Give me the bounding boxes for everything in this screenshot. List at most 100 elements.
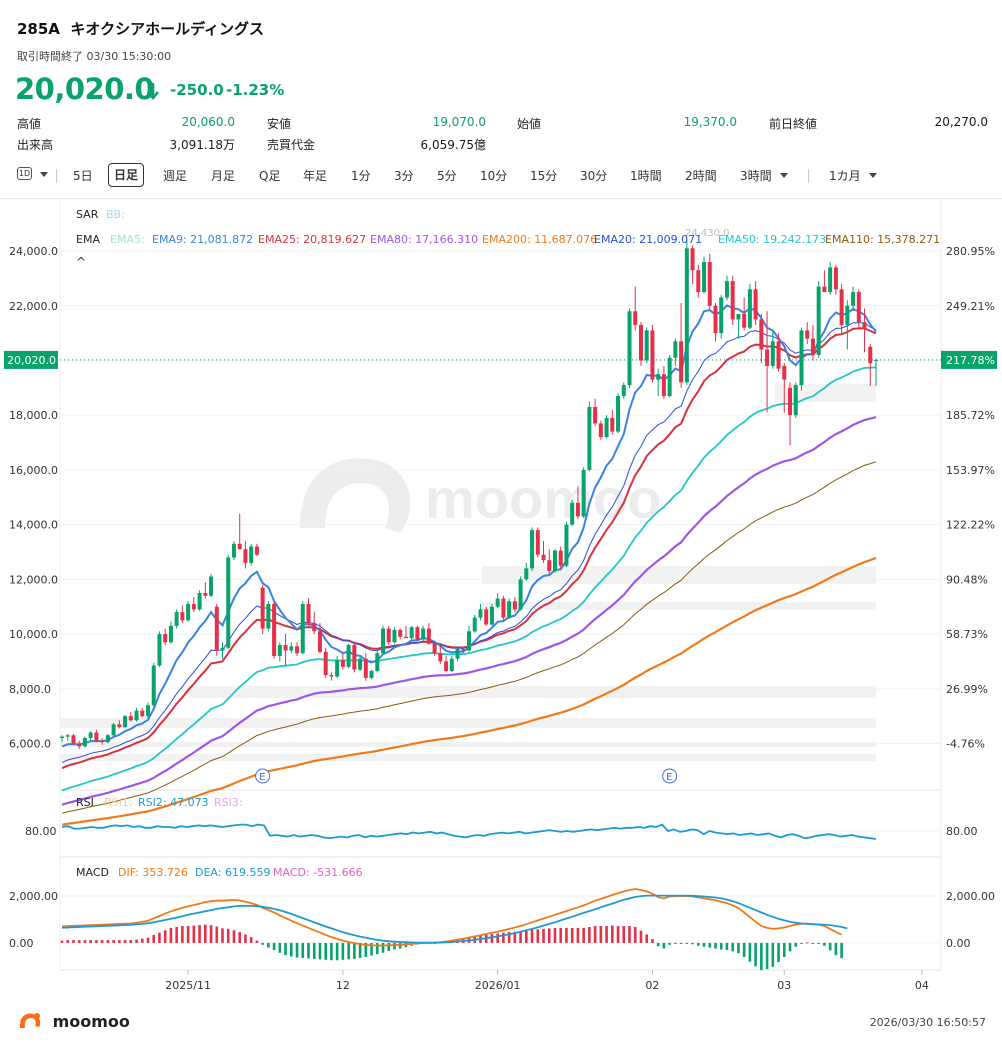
candle-body [581,469,586,517]
candle-body [535,530,540,555]
tab-quarterly[interactable]: Q足 [259,169,281,183]
macd-histogram-bar [100,940,104,943]
candle-body [438,653,443,662]
tab-10min[interactable]: 10分 [480,169,508,183]
candle-body [805,330,810,339]
macd-histogram-bar [72,940,75,943]
candle-body [82,738,87,747]
candle-body [358,658,363,670]
candle-body [100,740,105,743]
candle-body [828,267,833,293]
candle-body [851,292,856,306]
macd-histogram-bar [536,929,540,943]
price-band [60,718,876,728]
candle-body [300,603,305,654]
tab-3min[interactable]: 3分 [394,169,414,183]
macd-histogram-bar [66,940,70,943]
y-tick-label: 18,000.0 [9,409,58,422]
candle-body [94,732,99,741]
moomoo-logo-icon [19,1013,41,1028]
candle-body [180,612,185,621]
stat-label-turnover: 売買代金 [267,138,316,152]
macd-histogram-bar [129,940,133,943]
ema-legend-item: EMA [76,233,100,246]
macd-histogram-bar [788,942,792,952]
tab-30min[interactable]: 30分 [580,169,608,183]
tab-2hour[interactable]: 2時間 [685,169,717,183]
candle-body [260,587,265,629]
tab-yearly[interactable]: 年足 [303,169,328,183]
tab-monthly[interactable]: 月足 [211,169,236,183]
x-tick-label: 2025/11 [165,979,211,992]
chevron-down-icon[interactable] [40,172,48,177]
ema-legend-item: EMA200: 11,687.076 [482,233,597,246]
macd-histogram-bar [805,942,809,944]
macd-histogram-bar [708,942,712,948]
tab-1min[interactable]: 1分 [351,169,371,183]
candle-body [226,557,231,648]
tab-15min[interactable]: 15分 [530,169,558,183]
chevron-down-icon[interactable] [869,173,877,178]
stat-label-low: 安値 [267,117,292,131]
candle-body [461,649,466,651]
y-pct-tick-label: -4.76% [946,737,985,750]
chevron-down-icon[interactable] [780,173,788,178]
macd-tick-label: 2,000.00 [9,890,58,903]
macd-histogram-bar [719,942,723,950]
collapse-icon: ^ [76,255,86,269]
macd-histogram-bar [616,926,620,943]
range-select[interactable]: 1カ月 [829,169,861,183]
macd-legend-item: MACD [76,866,109,879]
last-pct-tag: 217.78% [946,354,995,367]
tab-weekly[interactable]: 週足 [163,169,188,183]
candle-body [249,546,254,563]
macd-histogram-bar [387,942,391,951]
candle-body [455,649,460,659]
y-pct-tick-label: 153.97% [946,464,995,477]
macd-histogram-bar [530,929,534,943]
tab-daily[interactable]: 日足 [108,163,145,187]
macd-histogram-bar [192,925,196,943]
tab-5d[interactable]: 5日 [73,169,93,183]
macd-histogram-bar [691,942,694,945]
macd-histogram-bar [519,931,522,943]
stat-value-high: 20,060.0 [181,115,235,129]
macd-histogram-bar [696,942,700,946]
macd-histogram-bar [370,942,373,956]
candle-body [266,603,271,629]
rsi-legend-item: RSI2: 47.073 [138,796,209,809]
high-marker: 24,430.0 [685,228,730,239]
tab-1hour[interactable]: 1時間 [630,169,662,183]
candle-body [747,289,752,328]
macd-histogram-bar [278,942,282,953]
candle-body [656,374,661,380]
candle-body [690,248,695,271]
macd-histogram-bar [267,942,270,948]
y-tick-label: 6,000.0 [9,737,51,750]
macd-histogram-bar [588,926,591,943]
tab-3hour[interactable]: 3時間 [740,169,772,183]
macd-histogram-bar [112,940,115,943]
stat-label-prev-close: 前日終値 [769,117,818,131]
candle-body [518,579,523,610]
candle-body [507,601,512,618]
ema80-line [61,416,877,806]
candle-body [415,627,420,640]
macd-histogram-bar [215,926,219,943]
candle-body [105,735,110,743]
macd-histogram-bar [341,942,345,960]
rsi-legend-item: RSI [76,796,94,809]
stock-chart[interactable]: moomoo 24,000.0 280.95% 22,000.0 249.21% 20,… [0,198,1002,998]
tab-5min[interactable]: 5分 [437,169,457,183]
macd-histogram-bar [140,938,144,943]
macd-histogram-bar [289,942,293,957]
macd-histogram-bar [765,942,769,970]
candle-body [128,716,133,721]
candle-body [610,417,615,432]
macd-legend-item: DIF: 353.726 [118,866,188,879]
interval-icon[interactable]: 1D [17,167,32,180]
candle-body [478,609,483,618]
candle-body [134,710,139,721]
macd-histogram-bar [60,940,64,943]
candle-body [587,406,592,470]
